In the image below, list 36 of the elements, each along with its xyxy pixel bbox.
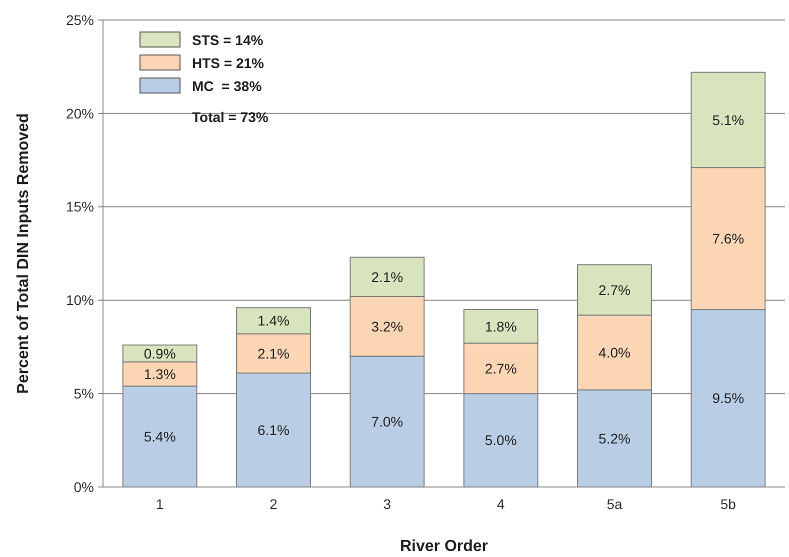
y-tick-label: 10% bbox=[66, 292, 94, 308]
y-tick-label: 15% bbox=[66, 198, 94, 215]
data-label: 5.1% bbox=[712, 112, 744, 128]
y-tick-label: 5% bbox=[74, 386, 94, 402]
x-tick-label: 1 bbox=[156, 496, 164, 512]
y-axis-title: Percent of Total DIN Inputs Removed bbox=[15, 113, 32, 394]
x-tick-label: 5b bbox=[720, 496, 736, 512]
legend-label: STS = 14% bbox=[192, 32, 264, 48]
x-axis-title: River Order bbox=[400, 538, 488, 555]
data-label: 0.9% bbox=[144, 345, 176, 362]
data-label: 2.7% bbox=[484, 360, 517, 376]
data-label: 5.4% bbox=[144, 428, 176, 444]
data-label: 9.5% bbox=[712, 390, 744, 406]
legend-label: HTS = 21% bbox=[192, 54, 265, 71]
data-label: 1.3% bbox=[144, 366, 176, 382]
y-tick-label: 25% bbox=[66, 12, 94, 28]
data-label: 7.0% bbox=[371, 414, 404, 430]
y-tick-label: 0% bbox=[74, 478, 94, 495]
y-tick-label: 20% bbox=[66, 105, 94, 122]
annotation: Total = 73% bbox=[192, 108, 269, 125]
data-label: 7.6% bbox=[712, 230, 744, 246]
data-label: 2.1% bbox=[258, 345, 290, 362]
data-label: 6.1% bbox=[258, 422, 290, 438]
data-label: 3.2% bbox=[371, 318, 404, 334]
x-tick-label: 5a bbox=[606, 496, 622, 512]
x-tick-label: 3 bbox=[383, 496, 392, 512]
x-tick-label: 4 bbox=[496, 496, 505, 512]
data-label: 5.0% bbox=[484, 432, 517, 448]
legend-label: MC = 38% bbox=[192, 78, 262, 94]
data-label: 5.2% bbox=[598, 430, 630, 446]
data-label: 2.1% bbox=[371, 268, 404, 285]
data-label: 1.8% bbox=[484, 318, 517, 334]
data-label: 4.0% bbox=[598, 344, 630, 360]
data-label: 1.4% bbox=[258, 312, 290, 329]
data-label: 2.7% bbox=[598, 282, 630, 298]
x-tick-label: 2 bbox=[270, 496, 278, 512]
